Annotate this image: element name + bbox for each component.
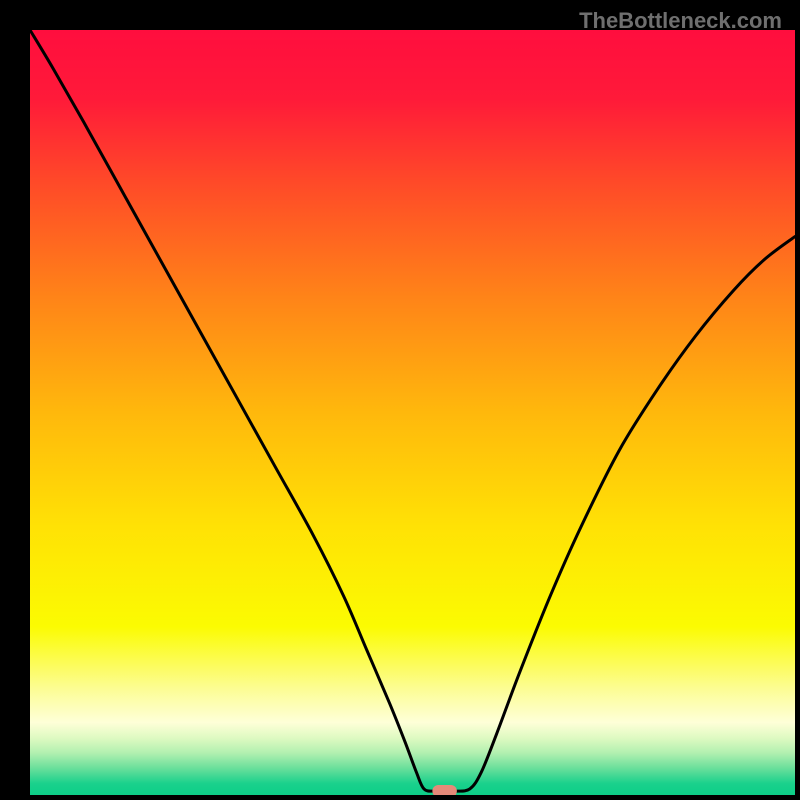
gradient-background — [30, 30, 795, 795]
plot-svg — [30, 30, 795, 795]
optimal-point-marker — [432, 785, 456, 795]
watermark-text: TheBottleneck.com — [579, 8, 782, 34]
chart-container: TheBottleneck.com — [0, 0, 800, 800]
